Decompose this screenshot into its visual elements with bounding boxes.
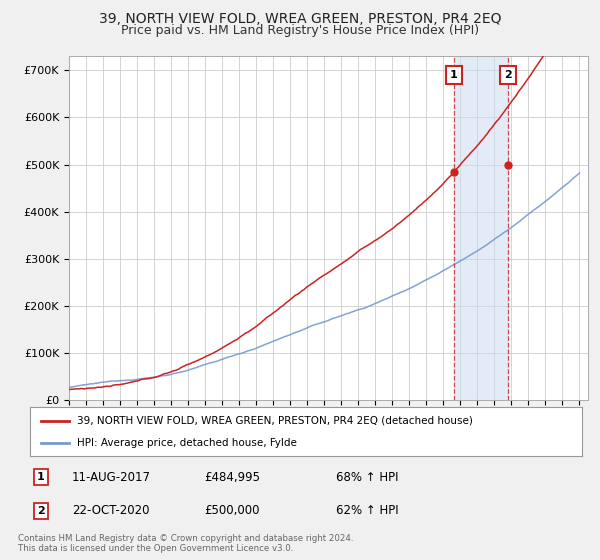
Text: 2: 2	[37, 506, 44, 516]
Text: 39, NORTH VIEW FOLD, WREA GREEN, PRESTON, PR4 2EQ: 39, NORTH VIEW FOLD, WREA GREEN, PRESTON…	[99, 12, 501, 26]
Text: 68% ↑ HPI: 68% ↑ HPI	[336, 470, 398, 484]
Text: Contains HM Land Registry data © Crown copyright and database right 2024.
This d: Contains HM Land Registry data © Crown c…	[18, 534, 353, 553]
Text: 2: 2	[504, 70, 512, 80]
Text: 22-OCT-2020: 22-OCT-2020	[72, 504, 149, 517]
Text: 11-AUG-2017: 11-AUG-2017	[72, 470, 151, 484]
Text: 1: 1	[450, 70, 458, 80]
Text: 1: 1	[37, 472, 44, 482]
Text: £500,000: £500,000	[204, 504, 260, 517]
Text: HPI: Average price, detached house, Fylde: HPI: Average price, detached house, Fyld…	[77, 437, 297, 447]
Text: 62% ↑ HPI: 62% ↑ HPI	[336, 504, 398, 517]
Bar	[454, 56, 508, 400]
Text: Price paid vs. HM Land Registry's House Price Index (HPI): Price paid vs. HM Land Registry's House …	[121, 24, 479, 36]
Text: 39, NORTH VIEW FOLD, WREA GREEN, PRESTON, PR4 2EQ (detached house): 39, NORTH VIEW FOLD, WREA GREEN, PRESTON…	[77, 416, 473, 426]
Text: £484,995: £484,995	[204, 470, 260, 484]
